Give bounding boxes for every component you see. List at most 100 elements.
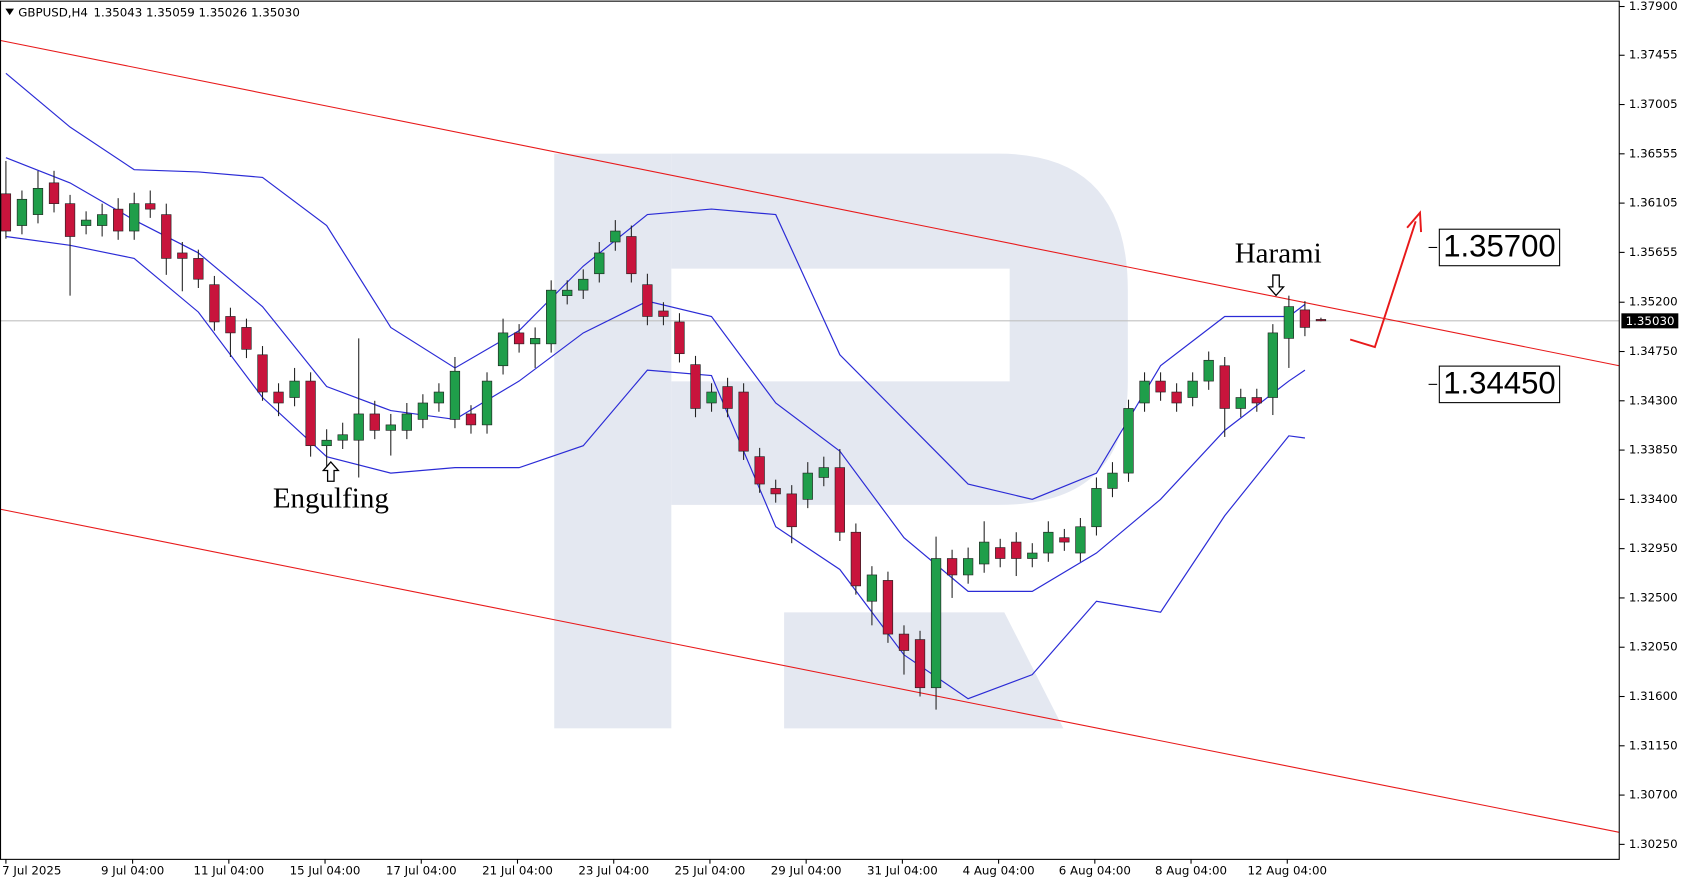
candle-body — [802, 472, 813, 500]
x-tick-label: 21 Jul 04:00 — [482, 864, 553, 878]
candle-body — [642, 284, 653, 317]
candle-body — [546, 289, 557, 345]
level-label: 1.34450 — [1443, 366, 1556, 401]
candle-body — [48, 182, 60, 204]
candle-body — [1059, 537, 1070, 543]
plot-area — [0, 39, 1620, 833]
candle-body — [754, 456, 765, 485]
candle-body — [1091, 488, 1102, 528]
candle-body — [962, 558, 974, 576]
x-tick-label: 25 Jul 04:00 — [675, 864, 746, 878]
y-tick-label: 1.30250 — [1629, 837, 1678, 851]
candle-body — [80, 219, 92, 226]
current-price-tag: 1.35030 — [1621, 313, 1679, 329]
candle-body — [979, 541, 990, 565]
forecast-arrow — [1349, 210, 1423, 349]
candle-body — [289, 380, 300, 398]
annotation-arrow — [321, 460, 340, 482]
candle-body — [818, 467, 829, 478]
symbol: GBPUSD,H4 — [18, 5, 88, 19]
x-tick-label: 15 Jul 04:00 — [290, 864, 361, 878]
candle-body — [1139, 380, 1150, 404]
channel-line — [0, 39, 1620, 367]
candle-body — [513, 332, 525, 345]
candle-body — [914, 639, 926, 689]
y-tick-label: 1.37005 — [1629, 97, 1678, 111]
x-tick-label: 12 Aug 04:00 — [1247, 864, 1327, 878]
candle-body — [113, 208, 124, 232]
candle-body — [1251, 397, 1262, 404]
y-tick-label: 1.31600 — [1629, 689, 1678, 703]
x-tick-label: 29 Jul 04:00 — [771, 864, 842, 878]
candle-body — [770, 488, 781, 495]
candle-body — [690, 364, 701, 409]
candle-body — [257, 354, 268, 393]
candle-body — [738, 391, 749, 452]
candle-body — [930, 558, 942, 689]
watermark — [554, 153, 1128, 729]
y-tick-label: 1.32950 — [1629, 541, 1678, 555]
y-tick-label: 1.36105 — [1629, 196, 1678, 210]
candle-body — [465, 413, 477, 426]
annotation: Engulfing — [273, 482, 389, 514]
candle-body — [193, 258, 204, 280]
y-tick-label: 1.33400 — [1629, 492, 1678, 506]
x-tick-label: 11 Jul 04:00 — [193, 864, 264, 878]
candle-body — [337, 434, 348, 441]
candle-body — [225, 316, 236, 334]
candle-body — [1155, 380, 1166, 393]
candle-body — [273, 391, 284, 404]
candle-body — [562, 289, 573, 296]
current-price-box — [1621, 313, 1679, 329]
candle-body — [1043, 531, 1054, 554]
annotation-arrow — [1267, 274, 1285, 297]
candle-body — [32, 188, 44, 215]
candle-body — [209, 284, 220, 323]
candle-body — [578, 278, 589, 291]
candle-body — [401, 413, 412, 431]
candle-body — [0, 193, 12, 232]
y-tick-label: 1.32500 — [1629, 590, 1678, 604]
candle-body — [786, 493, 797, 528]
candle-body — [305, 380, 316, 447]
channel-line — [0, 508, 1620, 833]
y-tick-label: 1.34750 — [1629, 344, 1678, 358]
candle-body — [16, 198, 28, 226]
candle-body — [145, 203, 156, 210]
candle-body — [1123, 408, 1134, 474]
candle-body — [385, 424, 396, 431]
x-tick-label: 9 Jul 04:00 — [101, 864, 164, 878]
candle-body — [882, 580, 894, 635]
candle-body — [96, 214, 108, 226]
x-tick-label: 7 Jul 2025 — [2, 864, 61, 878]
x-tick-label: 23 Jul 04:00 — [578, 864, 649, 878]
level-box — [1438, 365, 1561, 404]
candle-body — [1283, 306, 1295, 339]
quote: 1.35043 1.35059 1.35026 1.35030 — [93, 5, 299, 19]
y-tick-label: 1.36555 — [1629, 146, 1678, 160]
band-line — [5, 157, 1306, 592]
candle-body — [1219, 365, 1230, 409]
candle-body — [1107, 472, 1118, 489]
candle-body — [449, 370, 461, 420]
candle-body — [177, 252, 188, 259]
forecast-head — [1406, 210, 1423, 233]
candle-body — [529, 338, 541, 345]
candle-body — [610, 230, 621, 243]
candle-body — [241, 327, 252, 350]
level-label: 1.35700 — [1443, 229, 1556, 264]
candle-body — [1299, 309, 1311, 328]
candle-body — [706, 391, 717, 404]
watermark-stem — [554, 153, 672, 729]
candle-body — [353, 413, 364, 441]
forecast-path — [1349, 221, 1417, 349]
y-tick-label: 1.31150 — [1629, 738, 1678, 752]
candle-body — [722, 386, 733, 409]
y-tick-label: 1.37455 — [1629, 48, 1678, 62]
x-tick-label: 17 Jul 04:00 — [386, 864, 457, 878]
y-tick-label: 1.34300 — [1629, 393, 1678, 407]
current-price-label: 1.35030 — [1626, 314, 1675, 328]
candle-body — [1011, 541, 1022, 559]
candle-body — [129, 203, 140, 232]
